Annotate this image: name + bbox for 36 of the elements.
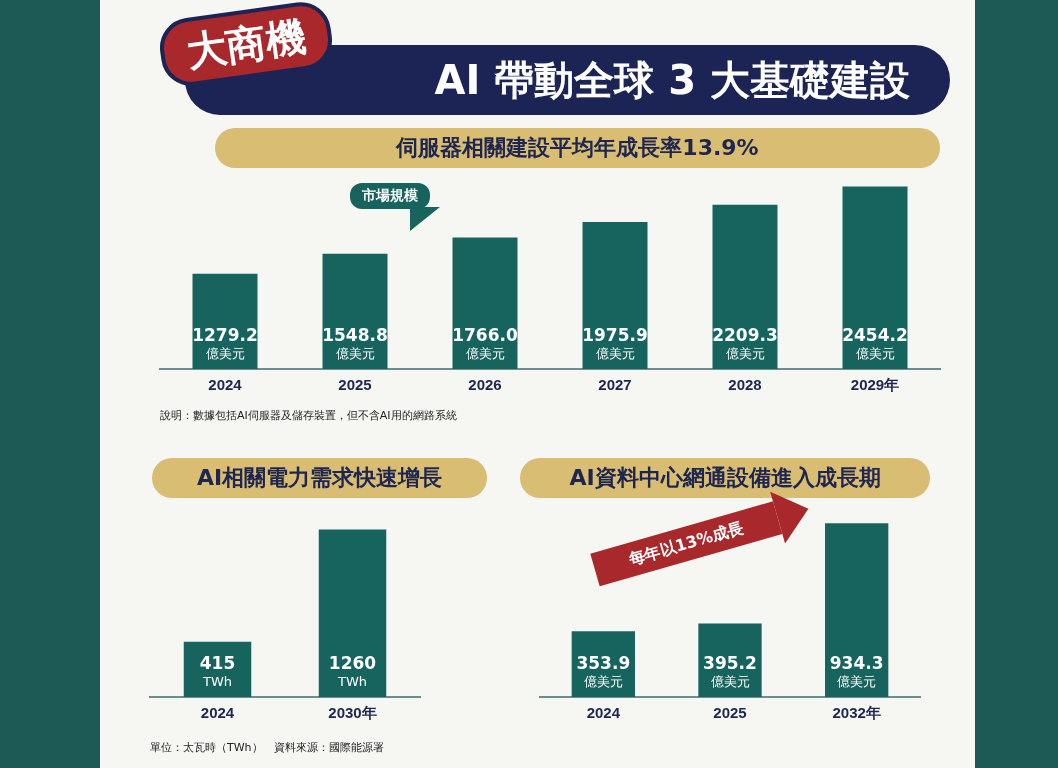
annotation: 每年以13%成長 bbox=[590, 501, 783, 587]
bar bbox=[842, 186, 908, 369]
data-label: 395.2 億美元 bbox=[703, 653, 757, 689]
bar bbox=[452, 237, 518, 369]
speech-bubble: 市場規模 bbox=[350, 183, 470, 231]
data-label: 934.3 億美元 bbox=[829, 653, 884, 689]
text: AI 帶動全球 3 大基礎建設 bbox=[434, 57, 910, 103]
data-label: 353.9 億美元 bbox=[576, 653, 631, 689]
x-tick-label: 2025 bbox=[713, 704, 747, 722]
chart-title: 伺服器相關建設平均年成長率13.9% bbox=[215, 128, 940, 168]
x-tick-label: 2025 bbox=[338, 376, 372, 394]
x-tick-label: 2026 bbox=[468, 376, 502, 394]
data-label: 2209.3 億美元 bbox=[712, 325, 778, 361]
text: 單位：太瓦時（TWh） 資料來源：國際能源署 bbox=[150, 740, 384, 755]
chart-title: AI相關電力需求快速增長 bbox=[152, 458, 487, 498]
x-tick-label: 2028 bbox=[728, 376, 762, 394]
x-tick-label: 2027 bbox=[598, 376, 632, 394]
text: 大商機 bbox=[156, 0, 336, 90]
data-label: 1975.9 億美元 bbox=[582, 325, 648, 361]
bar bbox=[712, 204, 778, 369]
x-tick-label: 2024 bbox=[586, 704, 621, 722]
x-tick-label: 2032年 bbox=[832, 704, 881, 722]
x-tick-label: 2024 bbox=[200, 704, 235, 722]
chart-title: AI資料中心網通設備進入成長期 bbox=[520, 458, 930, 498]
x-tick-label: 2030年 bbox=[328, 704, 377, 722]
data-label: 1279.2 億美元 bbox=[192, 325, 258, 361]
data-label: 2454.2 億美元 bbox=[842, 325, 908, 361]
data-label: 415 TWh bbox=[199, 653, 236, 689]
data-label: 1260 TWh bbox=[328, 653, 377, 689]
data-label: 1548.8 億美元 bbox=[322, 325, 388, 361]
x-tick-label: 2024 bbox=[208, 376, 243, 394]
x-tick-label: 2029年 bbox=[850, 376, 900, 394]
data-label: 1766.0 億美元 bbox=[452, 325, 518, 361]
text: 說明：數據包括AI伺服器及儲存裝置，但不含AI用的網路系統 bbox=[160, 408, 457, 423]
bar bbox=[582, 221, 648, 369]
annotation: 市場規模 bbox=[350, 183, 430, 209]
